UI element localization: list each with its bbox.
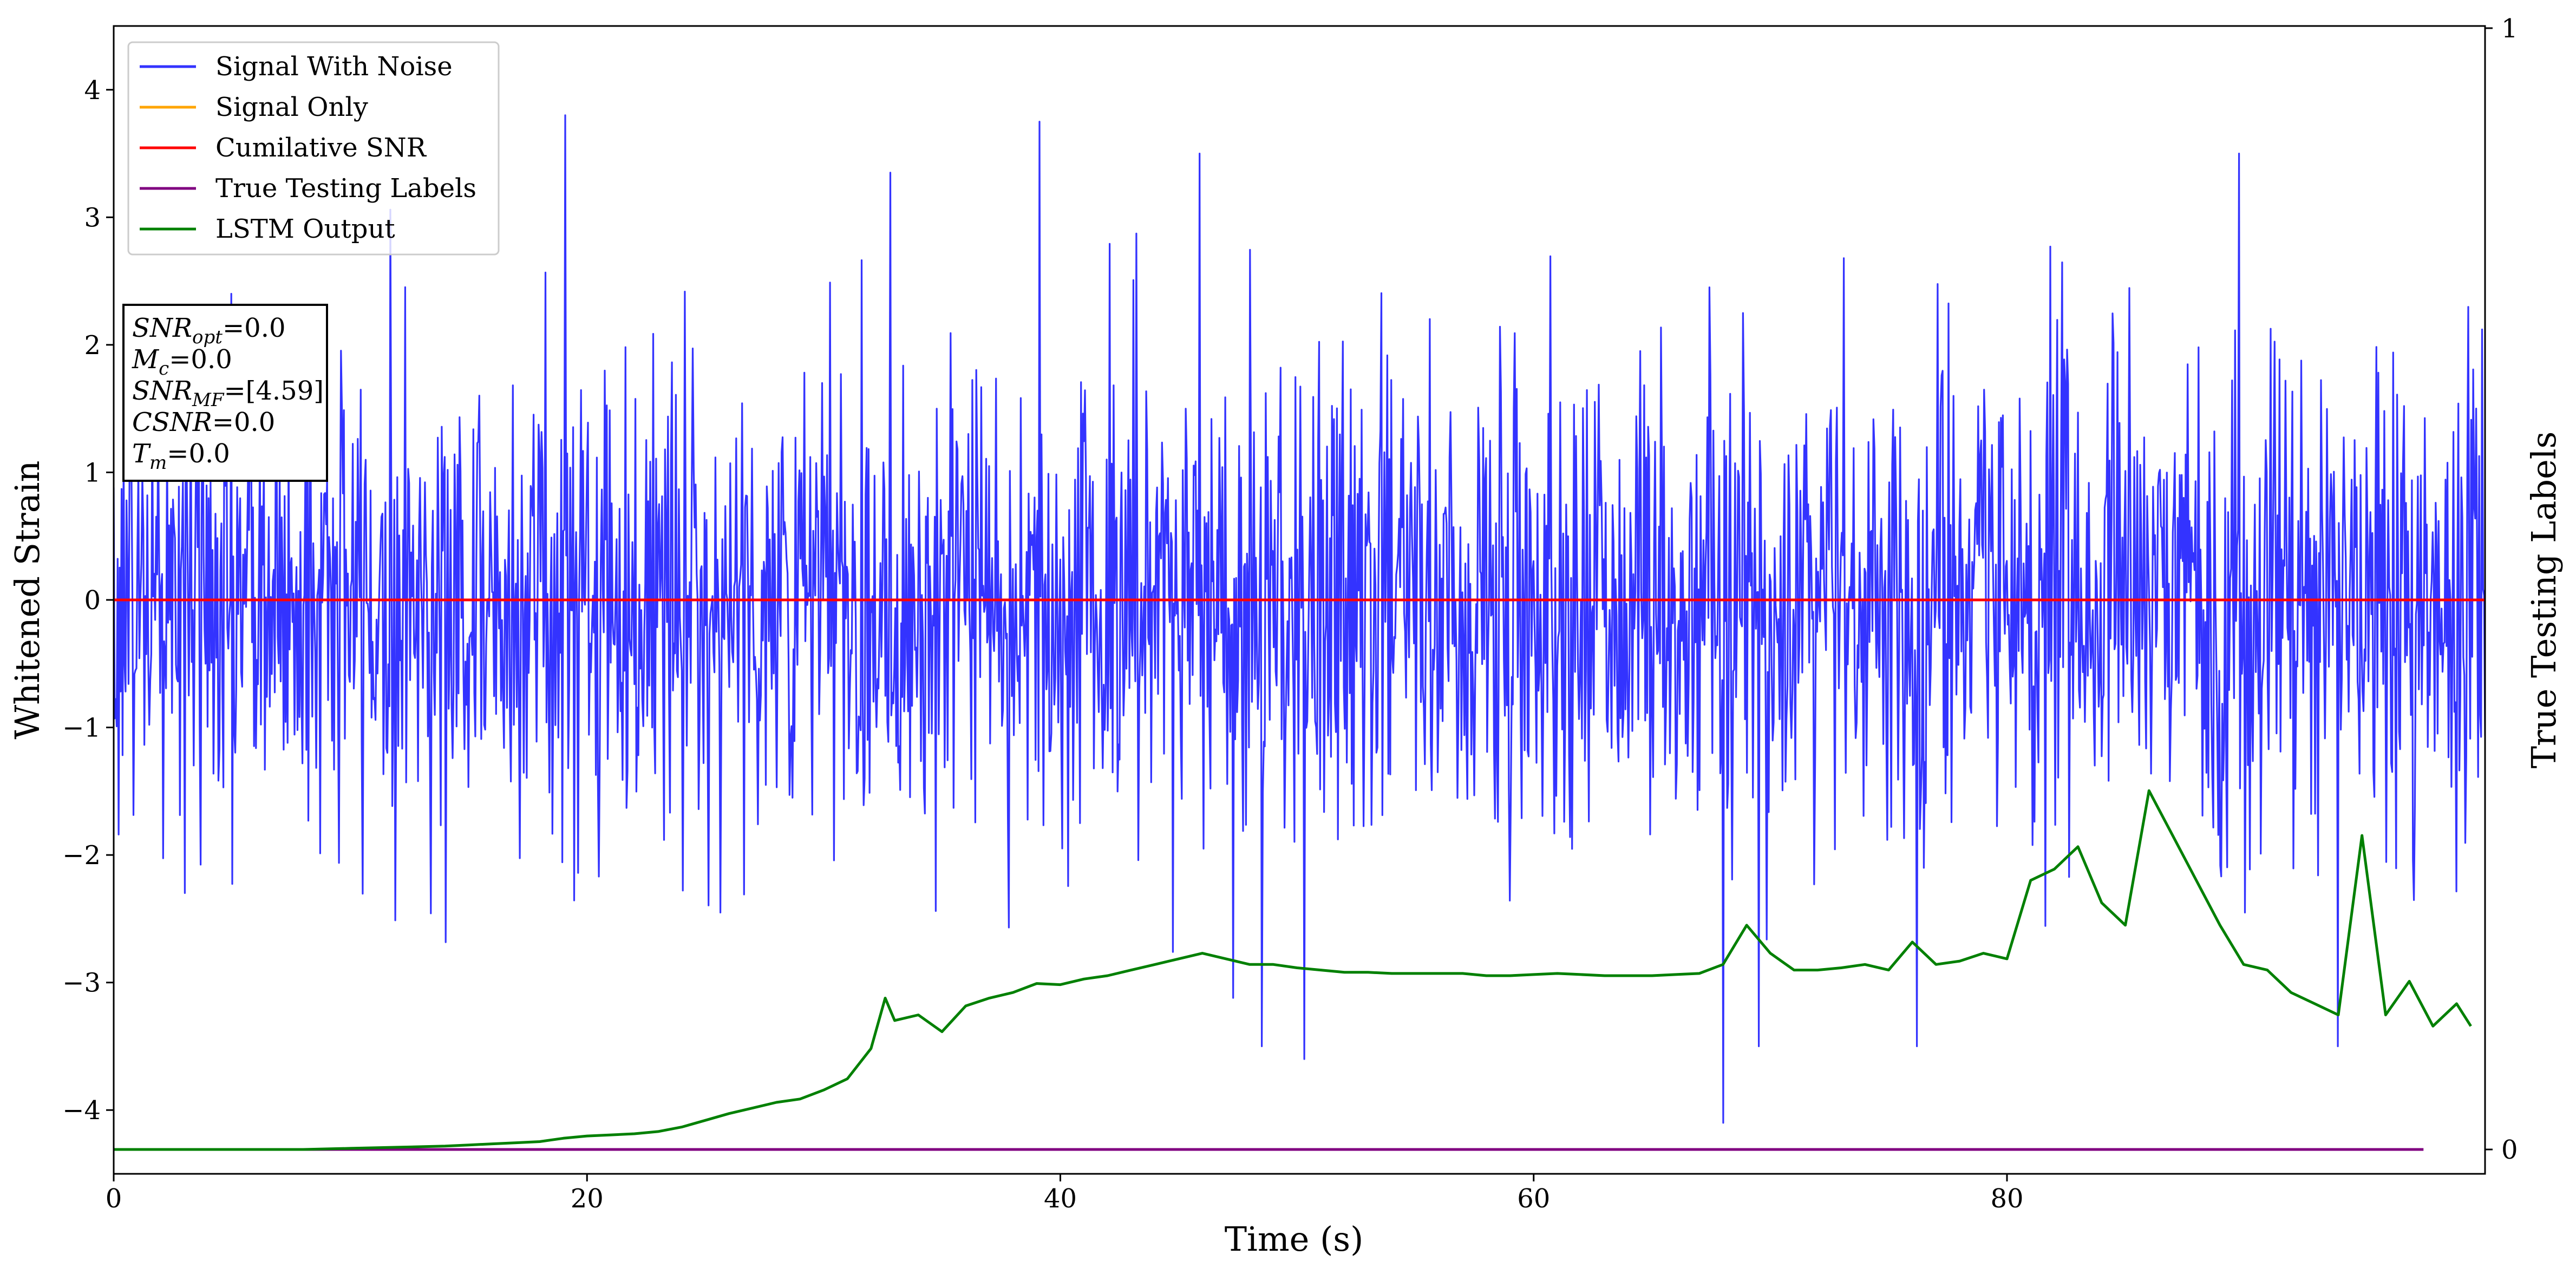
x-tick-label: 80 xyxy=(1990,1184,2023,1214)
legend-label-cumilative-snr: Cumilative SNR xyxy=(215,133,427,163)
y-tick-label: 3 xyxy=(84,202,101,233)
legend-label-lstm-output: LSTM Output xyxy=(215,214,395,244)
y-tick-label: −3 xyxy=(62,968,101,998)
plot-area xyxy=(114,114,2485,1151)
x-tick-label: 40 xyxy=(1044,1184,1077,1214)
legend-frame xyxy=(127,41,500,256)
y2-axis-label: True Testing Labels xyxy=(2524,432,2564,769)
y-tick-label: −1 xyxy=(62,713,101,743)
y-tick-label: 1 xyxy=(84,458,101,488)
y-axis-label: Whitened Strain xyxy=(8,461,47,740)
legend-label-signal-only: Signal Only xyxy=(215,92,368,122)
series-line-signal-with-noise xyxy=(114,114,2485,1124)
legend: Signal With Noise Signal Only Cumilative S… xyxy=(127,41,500,256)
legend-label-signal-with-noise: Signal With Noise xyxy=(215,51,453,82)
info-box-frame xyxy=(122,304,328,482)
x-axis-label: Time (s) xyxy=(1225,1219,1364,1259)
info-line: CSNR=0.0 xyxy=(132,407,275,437)
info-line: Tm=0.0 xyxy=(132,439,230,474)
y-tick-label: −2 xyxy=(62,840,101,871)
info-line: SNRMF=[4.59] xyxy=(132,376,324,411)
x-tick-label: 0 xyxy=(106,1184,122,1214)
y-tick-label: 2 xyxy=(84,330,101,361)
y2-tick-label: 0 xyxy=(2501,1135,2518,1165)
y2-tick-label: 1 xyxy=(2501,14,2518,44)
y-tick-label: 0 xyxy=(84,585,101,616)
info-line: Mc=0.0 xyxy=(132,344,232,380)
info-box: SNRopt=0.0Mc=0.0SNRMF=[4.59]CSNR=0.0Tm=0… xyxy=(122,304,328,482)
x-tick-label: 60 xyxy=(1517,1184,1550,1214)
series-line-lstm-output xyxy=(114,789,2472,1151)
legend-label-true-testing-labels: True Testing Labels xyxy=(215,173,476,204)
y-tick-label: −4 xyxy=(62,1095,101,1126)
info-line: SNRopt=0.0 xyxy=(132,313,286,348)
y-tick-label: 4 xyxy=(84,75,101,106)
x-tick-label: 20 xyxy=(571,1184,604,1214)
